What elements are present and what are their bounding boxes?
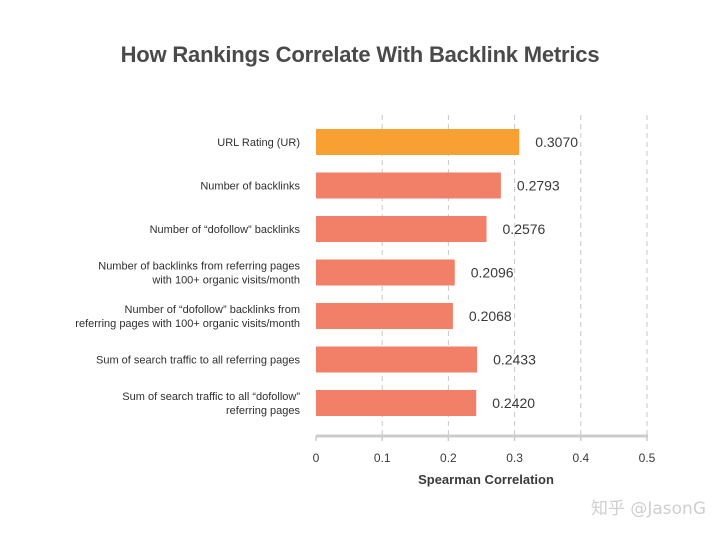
category-label: Sum of search traffic to all “dofollow” r… <box>122 391 300 417</box>
category-label: Number of “dofollow” backlinks from refer… <box>75 304 300 330</box>
category-label: Number of backlinks <box>200 181 300 193</box>
category-label-line: Sum of search traffic to all referring p… <box>96 355 301 367</box>
bar <box>316 216 487 242</box>
bar <box>316 259 455 286</box>
x-axis-label: Spearman Correlation <box>418 472 554 487</box>
value-label: 0.2096 <box>471 265 514 281</box>
watermark: 知乎 @JasonG <box>590 499 706 519</box>
value-label: 0.2068 <box>469 308 512 324</box>
category-label-line: Number of “dofollow” backlinks from <box>125 304 300 316</box>
x-tick-label: 0.2 <box>440 451 457 465</box>
category-label-line: URL Rating (UR) <box>217 137 300 149</box>
category-label-line: Number of “dofollow” backlinks <box>150 224 301 236</box>
category-label: Number of “dofollow” backlinks <box>150 224 301 236</box>
x-tick-label: 0 <box>313 451 320 465</box>
value-label: 0.2576 <box>503 221 546 237</box>
category-label-line: with 100+ organic visits/month <box>151 275 300 287</box>
category-label-line: referring pages <box>226 405 300 417</box>
category-label-line: Number of backlinks <box>200 181 300 193</box>
bar <box>316 129 520 155</box>
value-label: 0.2433 <box>493 352 536 368</box>
bar <box>316 346 478 373</box>
x-tick-label: 0.5 <box>639 451 656 465</box>
value-label: 0.3070 <box>535 134 578 150</box>
category-label-line: Sum of search traffic to all “dofollow” <box>122 391 300 403</box>
value-label: 0.2793 <box>517 178 560 194</box>
category-label: Number of backlinks from referring pages… <box>98 261 300 287</box>
bar <box>316 390 477 416</box>
x-tick-label: 0.4 <box>572 451 589 465</box>
chart-title: How Rankings Correlate With Backlink Met… <box>120 42 600 67</box>
category-label: URL Rating (UR) <box>217 137 300 149</box>
x-tick-label: 0.1 <box>374 451 391 465</box>
category-label-line: referring pages with 100+ organic visits… <box>75 318 300 330</box>
category-label: Sum of search traffic to all referring p… <box>96 355 301 367</box>
value-label: 0.2420 <box>492 395 535 411</box>
bar <box>316 303 453 329</box>
x-tick-label: 0.3 <box>506 451 523 465</box>
category-label-line: Number of backlinks from referring pages <box>98 261 300 273</box>
bar <box>316 172 501 199</box>
